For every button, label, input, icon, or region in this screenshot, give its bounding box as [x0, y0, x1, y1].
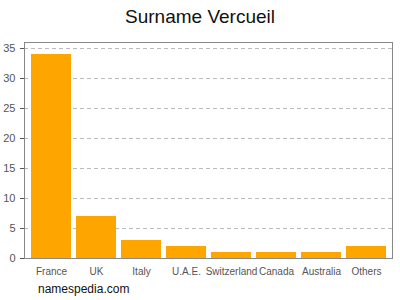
svg-text:35: 35	[3, 42, 15, 54]
svg-text:U.A.E.: U.A.E.	[172, 266, 201, 277]
svg-text:5: 5	[9, 222, 15, 234]
svg-text:UK: UK	[90, 266, 104, 277]
svg-text:Others: Others	[351, 266, 381, 277]
svg-text:15: 15	[3, 162, 15, 174]
svg-text:Australia: Australia	[302, 266, 341, 277]
html-text:namespedia.com: namespedia.com	[38, 282, 130, 296]
html-text:Surname Vercueil: Surname Vercueil	[125, 6, 275, 27]
svg-text:30: 30	[3, 72, 15, 84]
svg-text:Switzerland: Switzerland	[206, 266, 258, 277]
svg-text:10: 10	[3, 192, 15, 204]
svg-text:France: France	[36, 266, 68, 277]
svg-text:Canada: Canada	[259, 266, 294, 277]
svg-text:0: 0	[9, 252, 15, 264]
svg-text:20: 20	[3, 132, 15, 144]
svg-text:25: 25	[3, 102, 15, 114]
svg-text:Italy: Italy	[132, 266, 150, 277]
